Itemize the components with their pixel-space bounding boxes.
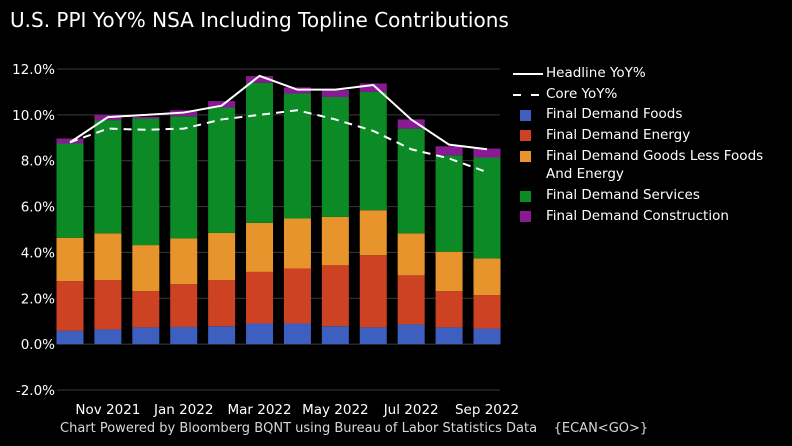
bar-final-demand-services — [473, 157, 501, 259]
bar-final-demand-goods-less-foods-and-energy — [170, 238, 198, 285]
legend-color-swatch — [510, 187, 546, 205]
bar-final-demand-services — [246, 82, 274, 223]
legend-label: Final Demand Goods Less Foods And Energy — [546, 148, 764, 182]
legend-line-swatch — [510, 86, 546, 104]
line-core-yoy- — [69, 109, 488, 174]
bar-final-demand-services — [132, 118, 160, 246]
bar-final-demand-goods-less-foods-and-energy — [321, 216, 349, 266]
legend-label: Final Demand Energy — [546, 126, 691, 143]
line-headline-yoy- — [69, 74, 488, 151]
legend-color-swatch — [510, 147, 546, 165]
legend-label: Final Demand Foods — [546, 106, 683, 122]
bar-final-demand-services — [170, 116, 198, 239]
y-tick-label: 2.0% — [21, 291, 55, 307]
y-tick-label: 8.0% — [21, 154, 55, 170]
bar-final-demand-construction — [435, 146, 463, 156]
legend-line-swatch — [510, 65, 546, 83]
bar-final-demand-construction — [359, 83, 387, 92]
bar-final-demand-goods-less-foods-and-energy — [94, 233, 122, 281]
legend-label: Headline YoY% — [546, 65, 646, 81]
bar-final-demand-energy — [397, 275, 425, 325]
bar-final-demand-construction — [208, 101, 236, 108]
bar-final-demand-foods — [397, 324, 425, 345]
bar-final-demand-foods — [359, 327, 387, 345]
y-tick-label: 0.0% — [21, 337, 55, 353]
legend-label: Final Demand Construction — [546, 207, 729, 224]
bar-final-demand-foods — [435, 327, 463, 345]
legend-item: Final Demand Services — [510, 187, 786, 208]
bar-final-demand-construction — [132, 116, 160, 119]
bar-final-demand-services — [435, 155, 463, 252]
bar-final-demand-energy — [94, 280, 122, 330]
bar-final-demand-services — [321, 96, 349, 217]
bar-final-demand-energy — [170, 284, 198, 327]
bar-final-demand-goods-less-foods-and-energy — [56, 237, 84, 282]
bar-final-demand-foods — [208, 326, 236, 345]
bar-final-demand-goods-less-foods-and-energy — [246, 222, 274, 272]
bar-final-demand-energy — [435, 291, 463, 328]
legend: Headline YoY% Core YoY% Final Demand Foods… — [510, 65, 786, 228]
bar-final-demand-foods — [246, 323, 274, 345]
x-tick-label: Jan 2022 — [153, 402, 213, 418]
legend-item: Core YoY% — [510, 86, 786, 107]
legend-color-swatch — [510, 208, 546, 226]
bar-final-demand-services — [283, 93, 311, 219]
legend-label: Final Demand Services — [546, 187, 700, 203]
bar-final-demand-services — [56, 143, 84, 238]
bar-final-demand-services — [94, 120, 122, 234]
legend-color-swatch — [510, 127, 546, 145]
legend-color-swatch — [510, 106, 546, 124]
bar-final-demand-energy — [246, 271, 274, 324]
bar-final-demand-foods — [321, 326, 349, 345]
bar-final-demand-goods-less-foods-and-energy — [359, 210, 387, 256]
x-tick-label: May 2022 — [302, 402, 369, 418]
legend-item: Final Demand Foods — [510, 106, 786, 127]
legend-item: Final Demand Goods Less Foods And Energy — [510, 147, 786, 187]
bar-final-demand-services — [397, 128, 425, 234]
legend-label: Core YoY% — [546, 85, 618, 102]
y-tick-label: -2.0% — [16, 383, 55, 399]
bar-final-demand-foods — [170, 326, 198, 345]
y-tick-label: 6.0% — [21, 200, 55, 216]
bar-final-demand-energy — [283, 268, 311, 324]
y-tick-label: 4.0% — [21, 245, 55, 261]
bar-final-demand-construction — [321, 90, 349, 97]
bar-final-demand-foods — [56, 330, 84, 345]
bar-final-demand-energy — [359, 255, 387, 328]
y-tick-label: 10.0% — [12, 108, 55, 124]
bar-final-demand-construction — [473, 148, 501, 158]
bar-final-demand-foods — [473, 328, 501, 345]
footer-source: Chart Powered by Bloomberg BQNT using Bu… — [60, 421, 649, 436]
bar-final-demand-energy — [56, 281, 84, 331]
bar-final-demand-goods-less-foods-and-energy — [473, 258, 501, 296]
bar-final-demand-energy — [132, 291, 160, 328]
x-tick-label: Jul 2022 — [383, 402, 439, 418]
bar-final-demand-foods — [94, 329, 122, 345]
x-tick-label: Mar 2022 — [227, 402, 291, 418]
bar-final-demand-foods — [132, 327, 160, 345]
bar-final-demand-foods — [283, 323, 311, 345]
bar-final-demand-construction — [56, 138, 84, 144]
legend-item: Final Demand Construction — [510, 208, 786, 229]
chart-title: U.S. PPI YoY% NSA Including Topline Cont… — [10, 8, 509, 32]
bar-final-demand-energy — [321, 265, 349, 327]
bar-final-demand-construction — [397, 119, 425, 129]
bar-final-demand-goods-less-foods-and-energy — [435, 251, 463, 292]
x-tick-label: Nov 2021 — [75, 402, 140, 418]
bar-final-demand-goods-less-foods-and-energy — [397, 233, 425, 276]
bar-final-demand-goods-less-foods-and-energy — [283, 218, 311, 269]
x-tick-label: Sep 2022 — [455, 402, 519, 418]
bar-final-demand-energy — [208, 280, 236, 327]
bar-final-demand-services — [208, 107, 236, 233]
y-tick-label: 12.0% — [12, 62, 55, 78]
legend-item: Headline YoY% — [510, 65, 786, 86]
legend-item: Final Demand Energy — [510, 127, 786, 148]
bar-final-demand-construction — [246, 76, 274, 83]
bar-final-demand-services — [359, 91, 387, 211]
bar-final-demand-goods-less-foods-and-energy — [132, 245, 160, 292]
bar-final-demand-goods-less-foods-and-energy — [208, 232, 236, 281]
bar-final-demand-energy — [473, 295, 501, 329]
